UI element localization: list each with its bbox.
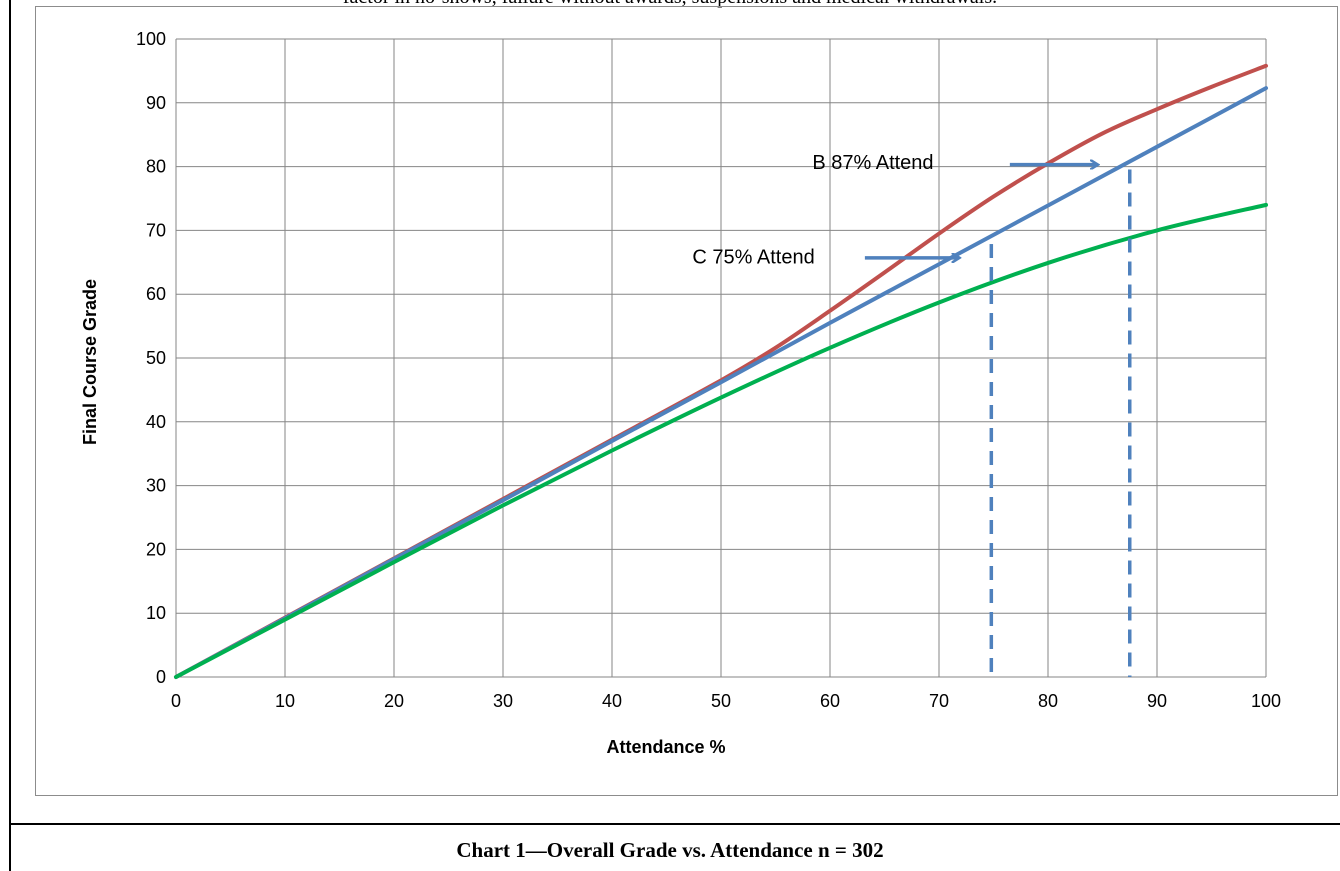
tick-labels: 0 10 20 30 40 50 60 70 80 90 100 0 10 20 30 40 50 60 70 80 9… — [136, 29, 1281, 711]
y-tick-label: 50 — [146, 348, 166, 368]
y-tick-label: 90 — [146, 93, 166, 113]
y-tick-label: 30 — [146, 476, 166, 496]
annotation-label: C 75% Attend — [692, 247, 814, 269]
table-left-border — [9, 0, 11, 871]
gridlines — [175, 38, 1267, 678]
line-chart: 0 10 20 30 40 50 60 70 80 90 100 0 10 20 30 40 50 60 70 80 9… — [80, 29, 1281, 757]
chart-frame: 0 10 20 30 40 50 60 70 80 90 100 0 10 20 30 40 50 60 70 80 9… — [35, 6, 1338, 796]
x-tick-label: 10 — [275, 691, 295, 711]
x-tick-label: 90 — [1147, 691, 1167, 711]
header-text: factor in no-shows, failure without awar… — [0, 0, 1340, 9]
series-lines — [174, 63, 1268, 679]
y-tick-label: 70 — [146, 220, 166, 240]
y-tick-label: 40 — [146, 412, 166, 432]
x-tick-label: 50 — [711, 691, 731, 711]
x-tick-label: 30 — [493, 691, 513, 711]
annotations: B 87% Attend C 75% Attend — [692, 152, 1097, 269]
y-tick-label: 60 — [146, 284, 166, 304]
table-row-divider — [9, 823, 1340, 825]
series-line-1 — [174, 86, 1268, 679]
x-tick-label: 20 — [384, 691, 404, 711]
y-tick-label: 10 — [146, 603, 166, 623]
y-tick-label: 100 — [136, 29, 166, 49]
y-tick-label: 80 — [146, 157, 166, 177]
chart-caption: Chart 1—Overall Grade vs. Attendance n =… — [456, 838, 884, 862]
x-tick-label: 60 — [820, 691, 840, 711]
x-tick-label: 100 — [1251, 691, 1281, 711]
annotation-label: B 87% Attend — [812, 152, 933, 174]
y-tick-label: 20 — [146, 539, 166, 559]
reference-lines — [989, 169, 1132, 677]
x-tick-label: 70 — [929, 691, 949, 711]
x-tick-label: 80 — [1038, 691, 1058, 711]
series-line-2 — [174, 202, 1268, 679]
y-axis-label: Final Course Grade — [80, 279, 100, 445]
x-tick-label: 40 — [602, 691, 622, 711]
x-axis-label: Attendance % — [606, 737, 725, 757]
y-tick-label: 0 — [156, 667, 166, 687]
x-tick-label: 0 — [171, 691, 181, 711]
